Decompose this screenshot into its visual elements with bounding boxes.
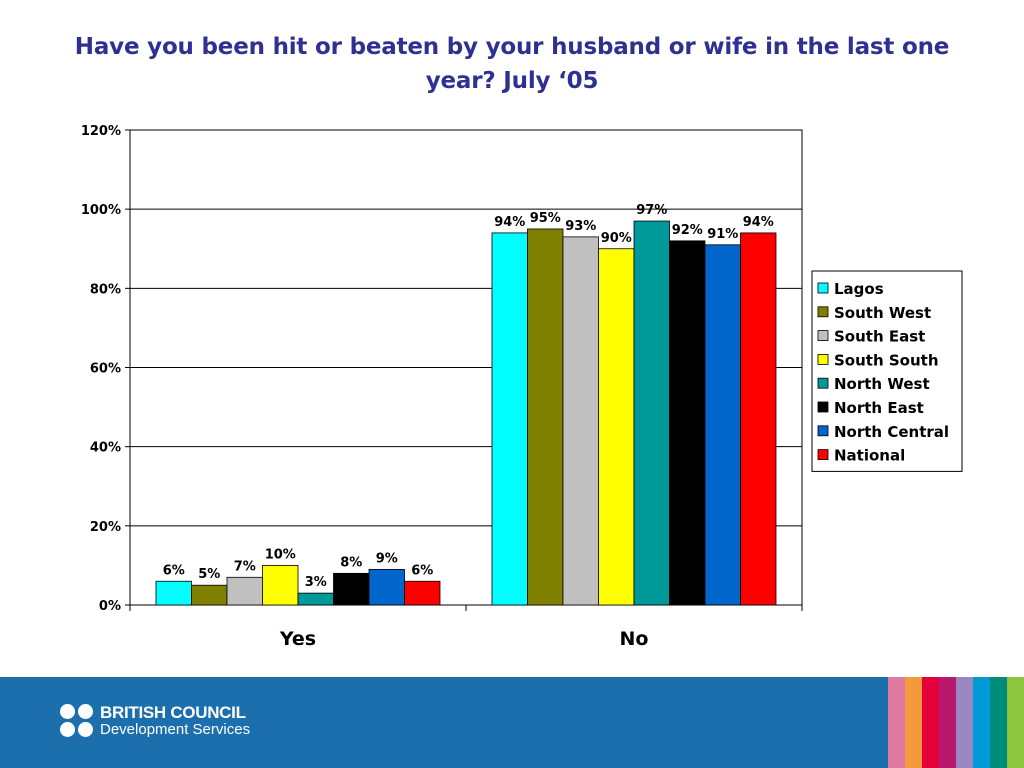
color-stripe [973,677,990,768]
legend-label: South South [834,351,939,369]
logo-subtitle: Development Services [100,721,251,738]
bar [297,592,334,606]
legend-label: North Central [834,423,949,441]
logo-dots-icon [60,704,94,738]
bar [527,228,564,606]
bar [633,220,670,606]
bar [562,236,599,606]
y-tick-label: 80% [90,282,121,297]
data-label: 8% [340,555,362,570]
bar [404,580,441,606]
color-stripe [956,677,973,768]
data-label: 95% [530,211,561,226]
british-council-logo: BRITISH COUNCIL Development Services [60,704,250,738]
data-label: 92% [672,223,703,238]
legend-swatch [817,449,829,461]
y-tick-label: 0% [99,599,121,614]
legend-swatch [817,425,829,437]
data-label: 97% [636,203,667,218]
color-stripe [990,677,1007,768]
legend-label: National [834,447,905,465]
bar [226,576,263,606]
bar [704,244,741,606]
legend-swatch [817,353,829,365]
chart-title: Have you been hit or beaten by your husb… [74,34,950,94]
data-label: 6% [411,563,433,578]
bar [191,584,228,606]
legend-label: Lagos [834,280,884,298]
bar [333,572,370,606]
data-label: 9% [376,551,398,566]
color-stripe [939,677,956,768]
color-stripe [1007,677,1024,768]
y-tick-label: 20% [90,520,121,535]
bar-chart: 0% 20% 40% 60% 80% 100% 120% 6% 5% 7% 10% 3% 8% 9% 6% Y… [81,124,963,650]
data-label: 3% [305,575,327,590]
data-label: 94% [743,215,774,230]
x-category-label: No [620,628,649,650]
legend-label: North East [834,399,924,417]
legend-box [811,270,963,472]
data-label: 5% [198,567,220,582]
data-label: 93% [565,219,596,234]
data-label: 10% [265,547,296,562]
color-stripes [888,677,1024,768]
color-stripe [905,677,922,768]
y-tick-label: 100% [81,203,121,218]
bar [598,248,635,606]
legend-swatch [817,377,829,389]
data-label: 7% [234,559,256,574]
legend-label: South East [834,328,925,346]
legend-label: North West [834,375,930,393]
bar [740,232,777,606]
legend-swatch [817,330,829,342]
y-tick-label: 60% [90,362,121,377]
data-label: 6% [163,563,185,578]
color-stripe [922,677,939,768]
legend-swatch [817,282,829,294]
bar [669,240,706,606]
legend-swatch [817,401,829,413]
bar [491,232,528,606]
data-label: 94% [494,215,525,230]
bar [368,568,405,606]
footer-banner: BRITISH COUNCIL Development Services [0,677,1024,768]
y-tick-label: 40% [90,441,121,456]
color-stripe [888,677,905,768]
x-category-label: Yes [279,628,316,650]
data-label: 90% [601,231,632,246]
logo-name: BRITISH COUNCIL [100,703,246,722]
y-tick-label: 120% [81,124,121,139]
bar [155,580,192,606]
legend-label: South West [834,304,931,322]
data-label: 91% [707,227,738,242]
legend-swatch [817,306,829,318]
bar [262,565,299,606]
